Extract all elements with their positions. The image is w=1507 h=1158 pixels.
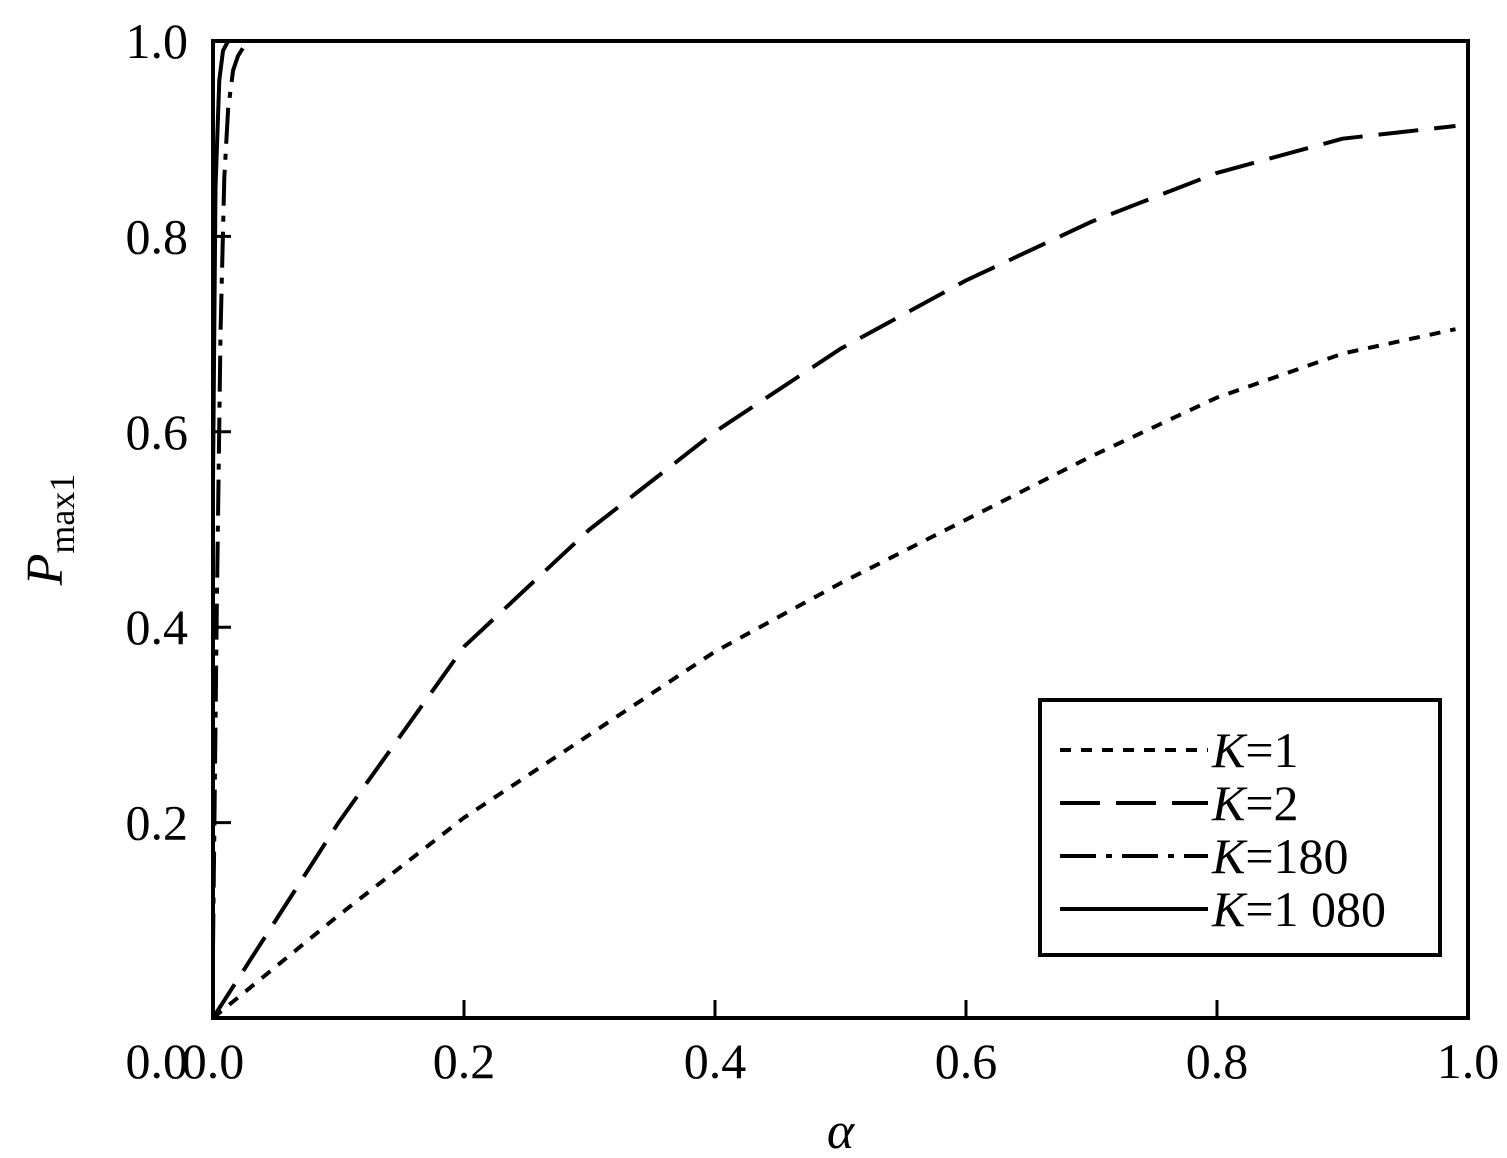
x-tick-label: 1.0	[1437, 1033, 1500, 1089]
y-axis-title-main: P	[17, 554, 74, 587]
x-tick-label: 0.4	[684, 1033, 747, 1089]
x-tick-label: 0.6	[935, 1033, 998, 1089]
y-tick-label: 0.0	[126, 1033, 189, 1089]
y-tick-label: 0.4	[126, 599, 189, 655]
y-tick-label: 0.8	[126, 208, 189, 264]
x-tick-label: 0.0	[182, 1033, 245, 1089]
legend-label-1: K=2	[1211, 775, 1299, 831]
x-axis-title: α	[827, 1103, 856, 1158]
legend-label-2: K=180	[1211, 828, 1349, 884]
series-line-0	[211, 327, 1456, 1020]
x-tick-label: 0.2	[433, 1033, 496, 1089]
x-tick-label: 0.8	[1186, 1033, 1249, 1089]
legend-label-0: K=1	[1211, 722, 1299, 778]
plot-frame	[211, 39, 1470, 1020]
y-axis-title-subscript: max1	[42, 474, 82, 554]
legend-box	[1038, 698, 1442, 957]
series-line-1	[211, 124, 1456, 1020]
y-tick-label: 0.2	[126, 795, 189, 851]
y-tick-label: 0.6	[126, 404, 189, 460]
legend-label-3: K=1 080	[1211, 881, 1386, 937]
y-tick-label: 1.0	[126, 13, 189, 69]
y-axis-title: Pmax1	[17, 474, 82, 587]
series-line-3	[211, 39, 1468, 481]
axis-ticks: 0.0 0.2 0.4 0.6 0.8 1.0 0.2 0.4 0.6 0.8 1.0 0.0	[126, 13, 1500, 1089]
